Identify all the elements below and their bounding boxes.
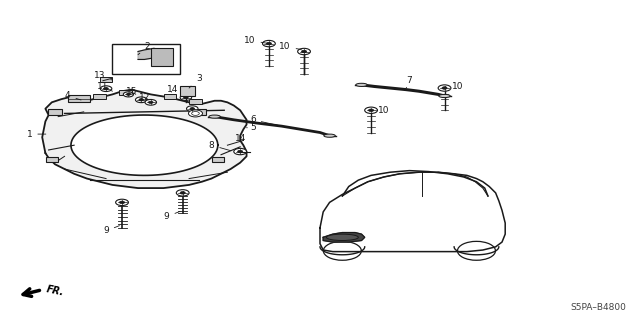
Ellipse shape: [439, 94, 451, 98]
Bar: [100, 77, 113, 82]
Circle shape: [145, 100, 157, 105]
Bar: [191, 109, 205, 115]
Polygon shape: [138, 48, 164, 59]
Bar: [119, 90, 132, 95]
Text: S5PA–B4800: S5PA–B4800: [571, 303, 627, 312]
Circle shape: [120, 201, 125, 204]
Text: 14: 14: [234, 134, 246, 143]
Text: 7: 7: [406, 76, 412, 88]
Circle shape: [262, 41, 275, 47]
Text: 9: 9: [164, 211, 180, 221]
Circle shape: [237, 150, 243, 153]
Text: 10: 10: [279, 42, 301, 51]
Bar: [189, 99, 202, 104]
Circle shape: [266, 42, 271, 45]
Circle shape: [116, 199, 129, 205]
Ellipse shape: [209, 115, 220, 118]
Text: 10: 10: [371, 106, 390, 115]
Text: 2: 2: [138, 42, 150, 55]
Circle shape: [369, 109, 374, 112]
Circle shape: [365, 107, 378, 114]
Circle shape: [186, 106, 198, 112]
Bar: [164, 94, 176, 100]
Text: 6: 6: [250, 115, 279, 126]
Text: 10: 10: [244, 36, 266, 45]
Text: 10: 10: [445, 82, 463, 91]
Text: 1: 1: [26, 130, 46, 138]
Text: 14: 14: [168, 85, 179, 94]
Text: 8: 8: [209, 141, 231, 151]
Circle shape: [148, 101, 153, 103]
Circle shape: [124, 92, 134, 97]
Circle shape: [180, 95, 191, 100]
Circle shape: [136, 97, 147, 103]
Circle shape: [104, 87, 108, 90]
Polygon shape: [323, 233, 365, 242]
Circle shape: [234, 148, 246, 155]
Circle shape: [126, 93, 131, 95]
Ellipse shape: [324, 134, 335, 137]
Text: FR.: FR.: [45, 284, 65, 297]
Circle shape: [188, 110, 202, 117]
Text: 11: 11: [97, 82, 113, 91]
Ellipse shape: [326, 234, 358, 241]
Bar: [151, 48, 173, 66]
Bar: [212, 157, 223, 162]
Bar: [113, 44, 179, 74]
Circle shape: [139, 99, 143, 101]
Bar: [68, 95, 90, 102]
Polygon shape: [42, 90, 246, 188]
Text: 5: 5: [246, 123, 256, 132]
Circle shape: [301, 50, 307, 53]
Text: 9: 9: [103, 226, 120, 235]
Polygon shape: [71, 115, 218, 175]
Text: 13: 13: [94, 71, 113, 80]
Circle shape: [190, 108, 195, 110]
Text: 15: 15: [126, 87, 138, 96]
Circle shape: [298, 48, 310, 55]
Circle shape: [180, 192, 185, 194]
Bar: [46, 157, 58, 162]
Circle shape: [176, 190, 189, 196]
Ellipse shape: [356, 83, 367, 86]
Circle shape: [438, 85, 451, 91]
Circle shape: [100, 86, 112, 92]
Bar: [48, 109, 62, 115]
Text: 3: 3: [189, 74, 202, 88]
Polygon shape: [320, 172, 505, 252]
Text: 12: 12: [139, 93, 150, 102]
Bar: [179, 86, 195, 96]
Circle shape: [184, 96, 188, 99]
Bar: [93, 94, 106, 100]
Circle shape: [442, 87, 447, 89]
Text: 4: 4: [65, 92, 81, 100]
